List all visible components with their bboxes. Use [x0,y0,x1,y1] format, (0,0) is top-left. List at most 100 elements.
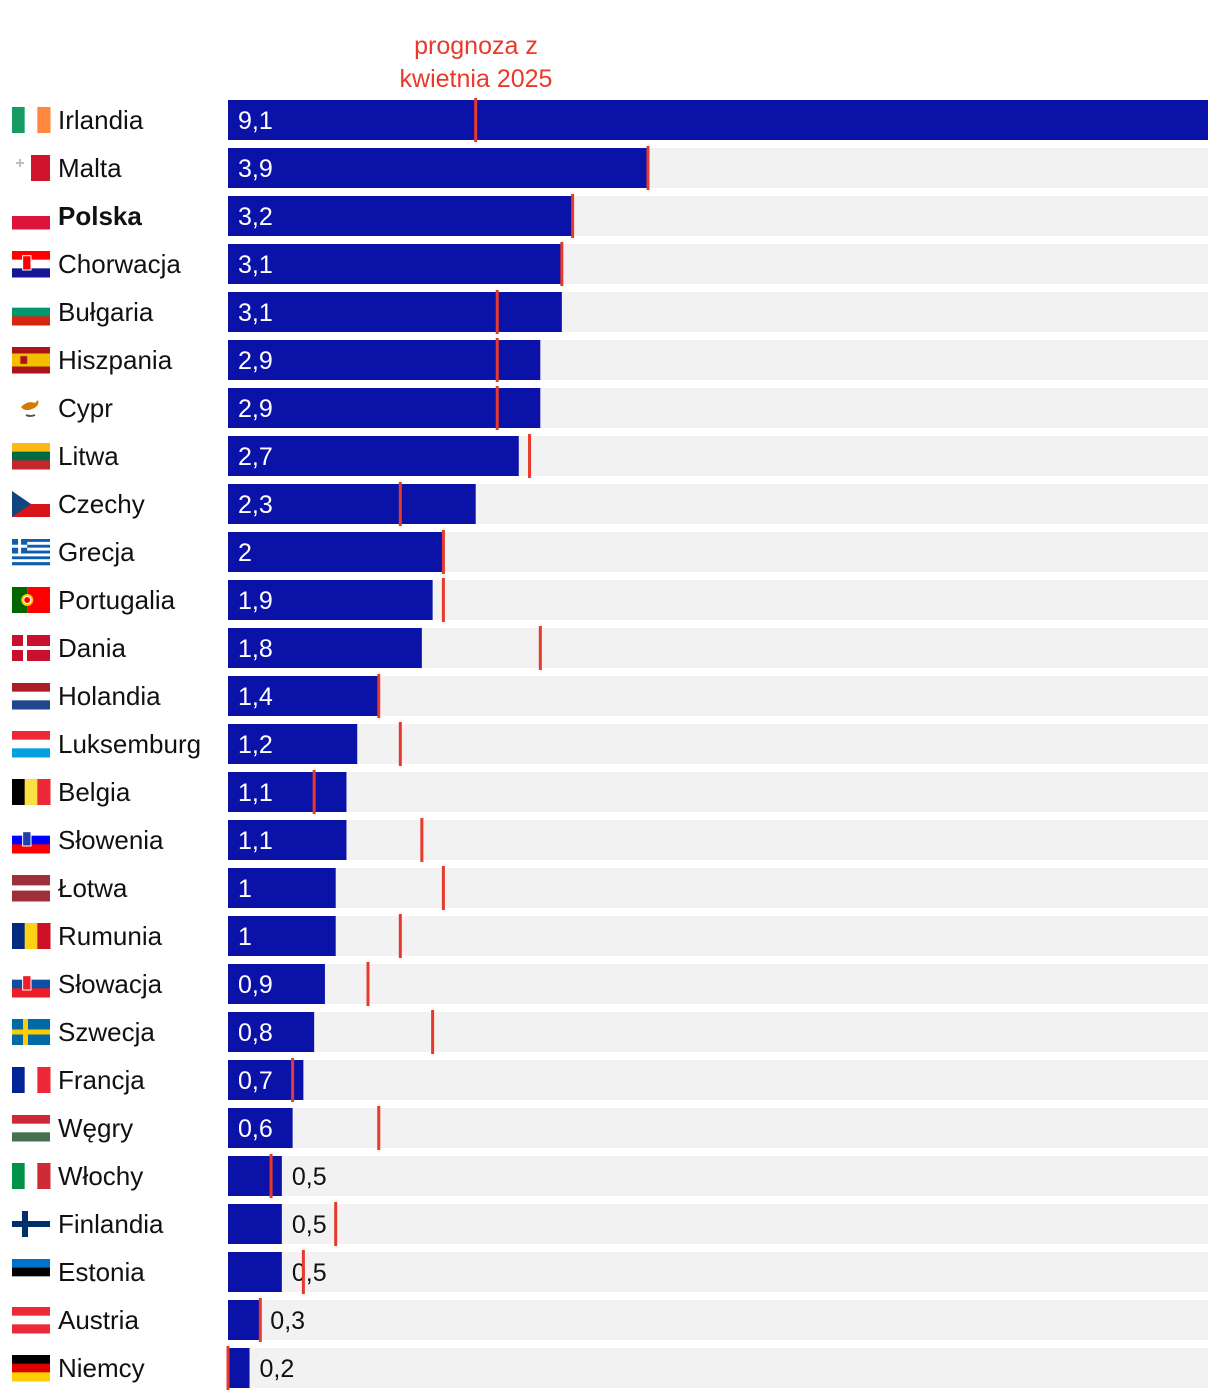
bar-spain [228,340,541,380]
value-label-croatia: 3,1 [238,251,273,279]
country-label-finland: Finlandia [58,1209,164,1239]
flag-france-icon [12,1067,51,1093]
country-label-lithuania: Litwa [58,441,119,471]
flag-portugal-icon [12,587,50,613]
value-label-denmark: 1,8 [238,635,273,663]
bar-romania [228,916,336,956]
country-label-greece: Grecja [58,537,135,567]
forecast-marker-spain [495,338,499,382]
bar-luxembourg [228,724,358,764]
flag-greece-icon [12,539,50,566]
flag-luxembourg-icon [12,731,50,758]
country-label-belgium: Belgia [58,777,131,807]
flag-spain-icon [12,347,50,374]
country-label-czechia: Czechy [58,489,145,519]
forecast-marker-czechia [398,482,402,526]
forecast-marker-greece [441,530,445,574]
flag-ireland-icon [12,107,51,133]
value-label-finland: 0,5 [292,1211,327,1239]
flag-slovakia-icon [12,971,50,998]
country-label-france: Francja [58,1065,145,1095]
bar-portugal [228,580,433,620]
value-label-germany: 0,2 [260,1355,295,1383]
flag-poland-icon [12,203,50,230]
forecast-marker-bulgaria [495,290,499,334]
bar-italy [228,1156,282,1196]
country-label-estonia: Estonia [58,1257,145,1287]
forecast-marker-portugal [441,578,445,622]
bar-lithuania [228,436,519,476]
value-label-latvia: 1 [238,875,252,903]
forecast-marker-denmark [538,626,542,670]
bar-germany [228,1348,250,1388]
flag-slovenia-icon [12,827,50,854]
flag-bulgaria-icon [12,299,50,326]
bar-track [228,964,1208,1004]
country-label-slovakia: Słowacja [58,969,163,999]
value-label-slovakia: 0,9 [238,971,273,999]
country-label-austria: Austria [58,1305,139,1335]
forecast-marker-estonia [301,1250,305,1294]
bar-track [228,1060,1208,1100]
country-label-romania: Rumunia [58,921,163,951]
country-label-italy: Włochy [58,1161,143,1191]
bar-croatia [228,244,562,284]
flag-lithuania-icon [12,443,50,470]
bar-slovenia [228,820,347,860]
bar-latvia [228,868,336,908]
forecast-marker-finland [334,1202,338,1246]
value-label-italy: 0,5 [292,1163,327,1191]
bar-denmark [228,628,422,668]
flag-malta-icon [16,155,50,181]
forecast-marker-cyprus [495,386,499,430]
flag-italy-icon [12,1163,51,1189]
forecast-marker-italy [269,1154,273,1198]
country-label-hungary: Węgry [58,1113,133,1143]
bar-netherlands [228,676,379,716]
value-label-malta: 3,9 [238,155,273,183]
bar-track [228,916,1208,956]
forecast-marker-slovenia [420,818,424,862]
bar-track [228,1012,1208,1052]
country-label-denmark: Dania [58,633,126,663]
value-label-estonia: 0,5 [292,1259,327,1287]
forecast-marker-poland [571,194,575,238]
value-label-austria: 0,3 [270,1307,305,1335]
country-label-bulgaria: Bułgaria [58,297,154,327]
forecast-marker-germany [226,1346,230,1390]
value-label-cyprus: 2,9 [238,395,273,423]
bar-track [228,676,1208,716]
forecast-marker-austria [258,1298,262,1342]
bar-slovakia [228,964,325,1004]
bar-track [228,772,1208,812]
bar-track [228,1108,1208,1148]
forecast-marker-slovakia [366,962,370,1006]
bar-track [228,1204,1208,1244]
value-label-lithuania: 2,7 [238,443,273,471]
value-label-greece: 2 [238,539,252,567]
forecast-marker-belgium [312,770,316,814]
forecast-marker-lithuania [528,434,532,478]
country-label-luxembourg: Luksemburg [58,729,201,759]
value-label-hungary: 0,6 [238,1115,273,1143]
flag-romania-icon [12,923,51,949]
bar-track [228,868,1208,908]
bar-estonia [228,1252,282,1292]
flag-czechia-icon [12,491,50,517]
bar-france [228,1060,304,1100]
value-label-belgium: 1,1 [238,779,273,807]
country-label-slovenia: Słowenia [58,825,164,855]
forecast-marker-latvia [441,866,445,910]
bar-track [228,1156,1208,1196]
country-label-cyprus: Cypr [58,393,113,423]
bar-austria [228,1300,261,1340]
bar-cyprus [228,388,541,428]
forecast-marker-france [291,1058,295,1102]
value-label-sweden: 0,8 [238,1019,273,1047]
country-label-poland: Polska [58,201,142,231]
country-label-netherlands: Holandia [58,681,161,711]
flag-germany-icon [12,1355,50,1382]
country-label-latvia: Łotwa [58,873,128,903]
bar-hungary [228,1108,293,1148]
